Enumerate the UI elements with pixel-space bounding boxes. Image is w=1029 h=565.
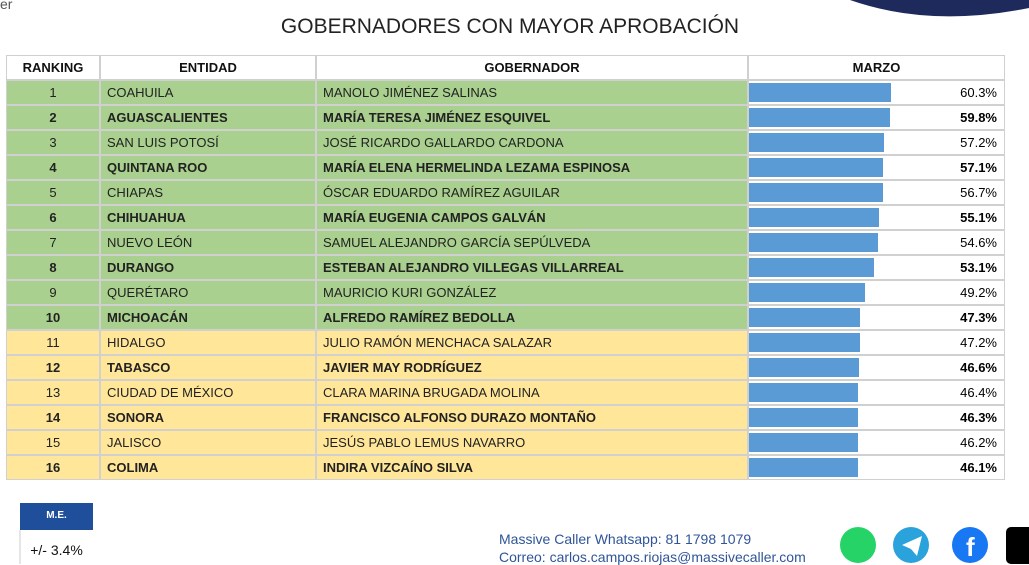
table-cell: 7 [6, 230, 100, 255]
bar [749, 308, 861, 327]
bar [749, 358, 859, 377]
value-label: 47.3% [960, 310, 997, 325]
table-cell: 9 [6, 280, 100, 305]
bar [749, 408, 859, 427]
value-label: 46.4% [960, 385, 997, 400]
table-cell: TABASCO [100, 355, 316, 380]
value-label: 57.2% [960, 135, 997, 150]
table-cell: 2 [6, 105, 100, 130]
table-cell: 11 [6, 330, 100, 355]
table-cell: AGUASCALIENTES [100, 105, 316, 130]
table-cell: MICHOACÁN [100, 305, 316, 330]
facebook-glyph: f [966, 532, 975, 562]
value-label: 46.6% [960, 360, 997, 375]
value-label: 59.8% [960, 110, 997, 125]
bar [749, 333, 861, 352]
telegram-glyph [902, 536, 922, 556]
table-cell: JAVIER MAY RODRÍGUEZ [316, 355, 748, 380]
table-cell: CHIHUAHUA [100, 205, 316, 230]
table-cell: INDIRA VIZCAÍNO SILVA [316, 455, 748, 480]
bar [749, 458, 858, 477]
value-label: 46.1% [960, 460, 997, 475]
table-cell: 10 [6, 305, 100, 330]
table-cell: ALFREDO RAMÍREZ BEDOLLA [316, 305, 748, 330]
header-cell: ENTIDAD [100, 55, 316, 80]
footer-email: Correo: carlos.campos.riojas@massivecall… [499, 549, 806, 565]
me-label: M.E. [46, 510, 67, 521]
table-cell: SAN LUIS POTOSÍ [100, 130, 316, 155]
value-label: 49.2% [960, 285, 997, 300]
table-cell: 3 [6, 130, 100, 155]
table-cell: 12 [6, 355, 100, 380]
table-cell: 15 [6, 430, 100, 455]
table-cell: COLIMA [100, 455, 316, 480]
table-cell: 4 [6, 155, 100, 180]
table-cell: MARÍA ELENA HERMELINDA LEZAMA ESPINOSA [316, 155, 748, 180]
value-label: 46.2% [960, 435, 997, 450]
table-cell: MAURICIO KURI GONZÁLEZ [316, 280, 748, 305]
table-cell: 14 [6, 405, 100, 430]
value-label: 54.6% [960, 235, 997, 250]
value-label: 47.2% [960, 335, 997, 350]
bar [749, 183, 883, 202]
table-cell: DURANGO [100, 255, 316, 280]
footer-phone: Massive Caller Whatsapp: 81 1798 1079 [499, 531, 752, 547]
table-cell: MARÍA EUGENIA CAMPOS GALVÁN [316, 205, 748, 230]
table-cell: ÓSCAR EDUARDO RAMÍREZ AGUILAR [316, 180, 748, 205]
fragment: er [0, 0, 13, 12]
bar [749, 283, 865, 302]
bar [749, 233, 878, 252]
bar [749, 258, 875, 277]
table-cell: JESÚS PABLO LEMUS NAVARRO [316, 430, 748, 455]
table-cell: 1 [6, 80, 100, 105]
table-cell: HIDALGO [100, 330, 316, 355]
header-cell: MARZO [748, 55, 1005, 80]
table-cell: JULIO RAMÓN MENCHACA SALAZAR [316, 330, 748, 355]
bar [749, 208, 879, 227]
table-cell: FRANCISCO ALFONSO DURAZO MONTAÑO [316, 405, 748, 430]
bar [749, 83, 891, 102]
table-cell: 16 [6, 455, 100, 480]
bar [749, 158, 884, 177]
whatsapp-icon[interactable] [840, 527, 876, 563]
table-cell: SONORA [100, 405, 316, 430]
table-cell: CIUDAD DE MÉXICO [100, 380, 316, 405]
table-cell: NUEVO LEÓN [100, 230, 316, 255]
me-header [20, 503, 93, 530]
table-cell: CLARA MARINA BRUGADA MOLINA [316, 380, 748, 405]
table-cell: MANOLO JIMÉNEZ SALINAS [316, 80, 748, 105]
value-label: 55.1% [960, 210, 997, 225]
table-cell: SAMUEL ALEJANDRO GARCÍA SEPÚLVEDA [316, 230, 748, 255]
value-label: 53.1% [960, 260, 997, 275]
table-cell: 8 [6, 255, 100, 280]
table-cell: CHIAPAS [100, 180, 316, 205]
table-cell: QUERÉTARO [100, 280, 316, 305]
value-label: 56.7% [960, 185, 997, 200]
table-cell: ESTEBAN ALEJANDRO VILLEGAS VILLARREAL [316, 255, 748, 280]
me-value: +/- 3.4% [30, 542, 83, 558]
value-label: 60.3% [960, 85, 997, 100]
table-cell: 13 [6, 380, 100, 405]
value-label: 46.3% [960, 410, 997, 425]
header-cell: RANKING [6, 55, 100, 80]
title: GOBERNADORES CON MAYOR APROBACIÓN [280, 15, 740, 38]
table-cell: MARÍA TERESA JIMÉNEZ ESQUIVEL [316, 105, 748, 130]
bar [749, 383, 859, 402]
x-icon[interactable] [1006, 527, 1029, 564]
table-cell: COAHUILA [100, 80, 316, 105]
table-cell: JOSÉ RICARDO GALLARDO CARDONA [316, 130, 748, 155]
table-cell: JALISCO [100, 430, 316, 455]
table-cell: 5 [6, 180, 100, 205]
bar [749, 433, 858, 452]
bar [749, 108, 890, 127]
value-label: 57.1% [960, 160, 997, 175]
table-cell: QUINTANA ROO [100, 155, 316, 180]
facebook-icon[interactable] [952, 527, 988, 563]
corner-shape [850, 0, 1029, 17]
table-cell: 6 [6, 205, 100, 230]
bar [749, 133, 884, 152]
header-cell: GOBERNADOR [316, 55, 748, 80]
